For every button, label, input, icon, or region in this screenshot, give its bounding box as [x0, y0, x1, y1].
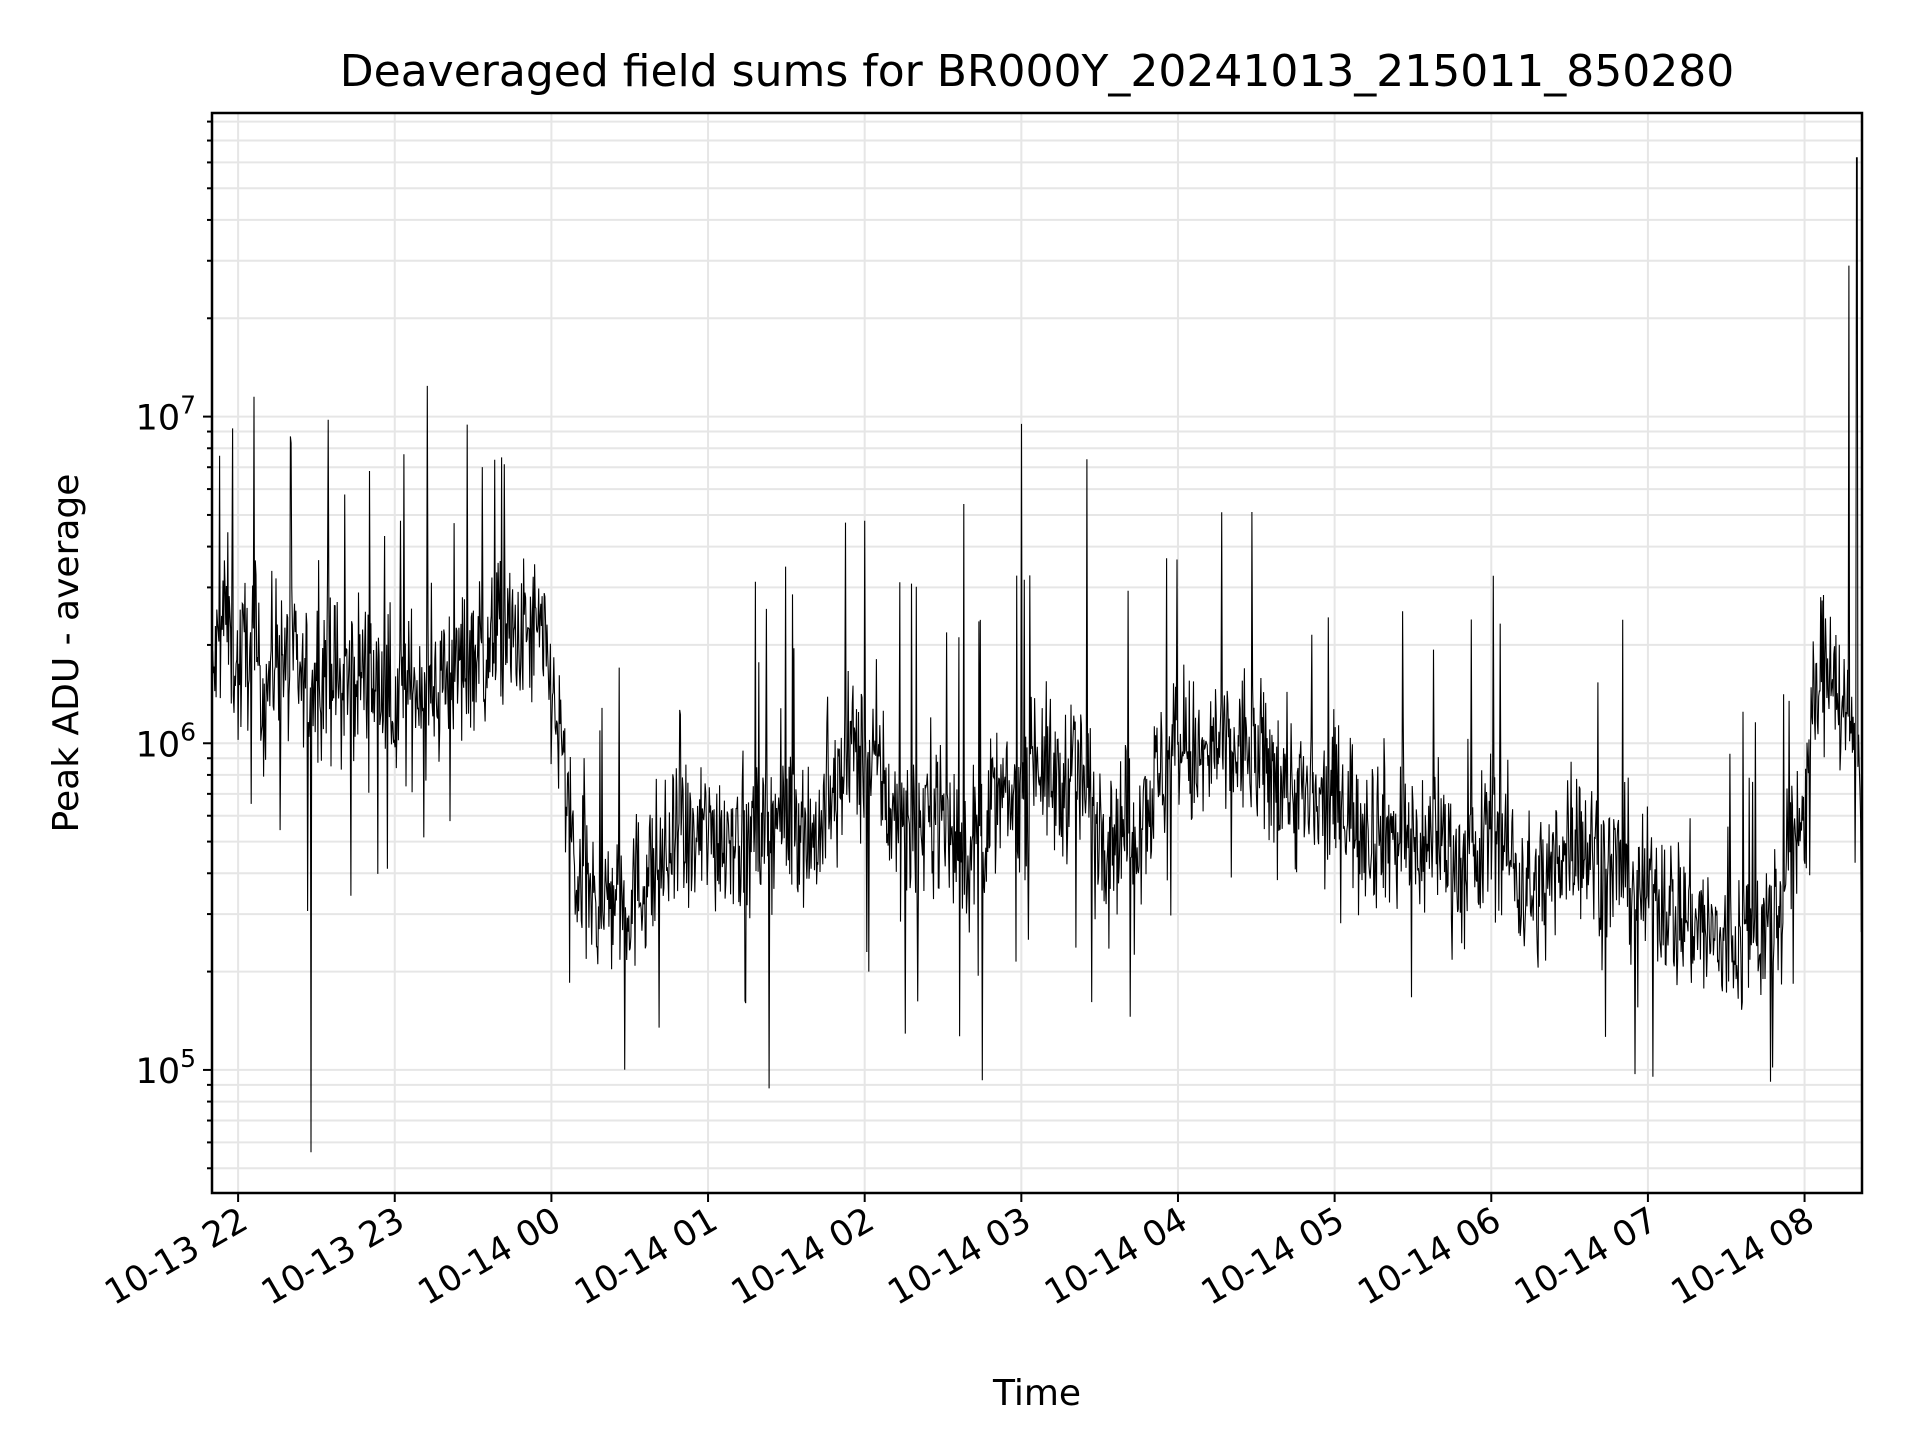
y-tick-base: 10	[136, 1052, 181, 1092]
plot-frame	[210, 111, 1864, 1195]
y-tick-base: 10	[136, 399, 181, 439]
y-tick-label: 107	[136, 391, 196, 439]
chart-title: Deaveraged field sums for BR000Y_2024101…	[340, 46, 1735, 97]
x-axis-label: Time	[992, 1373, 1081, 1414]
y-tick-label: 105	[136, 1044, 196, 1092]
grid-lines	[212, 113, 1862, 1193]
y-tick-label: 106	[136, 717, 196, 765]
series-group	[211, 157, 1863, 1153]
y-tick-exponent: 6	[180, 717, 196, 746]
y-tick-base: 10	[136, 725, 181, 765]
series-line	[211, 157, 1863, 1153]
y-axis-label: Peak ADU - average	[46, 474, 87, 833]
y-tick-exponent: 7	[180, 391, 196, 420]
y-tick-exponent: 5	[180, 1044, 196, 1073]
